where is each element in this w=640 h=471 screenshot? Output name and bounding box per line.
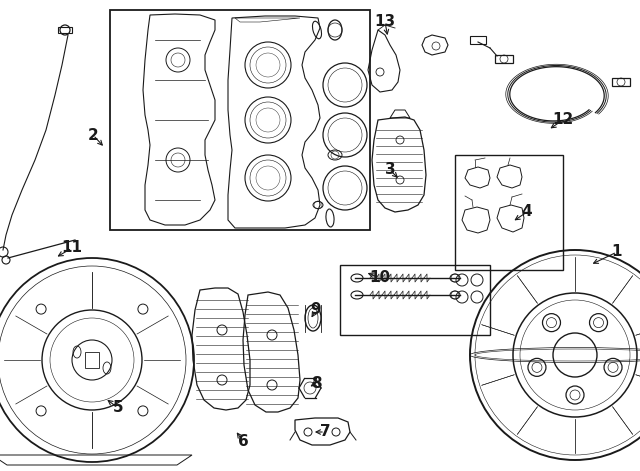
Text: 2: 2 bbox=[88, 128, 99, 143]
Text: 3: 3 bbox=[385, 162, 396, 178]
Bar bbox=[58, 27, 72, 33]
Bar bbox=[340, 265, 490, 335]
Text: 9: 9 bbox=[310, 302, 321, 317]
Text: 4: 4 bbox=[522, 204, 532, 219]
Bar bbox=[85, 352, 99, 368]
Text: 8: 8 bbox=[310, 375, 321, 390]
Bar bbox=[110, 10, 370, 230]
Text: 6: 6 bbox=[237, 433, 248, 448]
Text: 1: 1 bbox=[612, 244, 622, 260]
Bar bbox=[470, 36, 486, 44]
Bar bbox=[455, 155, 563, 270]
Text: 13: 13 bbox=[374, 15, 396, 30]
Bar bbox=[612, 78, 630, 86]
Text: 10: 10 bbox=[369, 270, 390, 285]
Text: 12: 12 bbox=[552, 113, 573, 128]
Text: 11: 11 bbox=[61, 241, 83, 255]
Bar bbox=[495, 55, 513, 63]
Text: 7: 7 bbox=[320, 424, 330, 439]
Text: 5: 5 bbox=[113, 400, 124, 415]
